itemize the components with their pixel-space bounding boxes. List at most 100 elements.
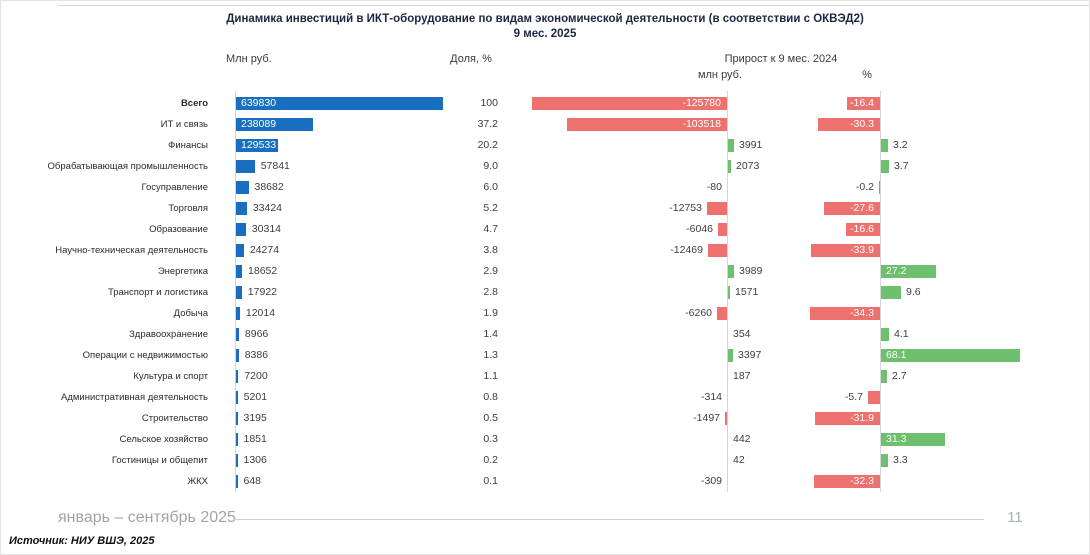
share-value: 0.3 [483, 433, 498, 445]
growth-mln-bar [707, 202, 727, 215]
growth-pct-bar [881, 286, 901, 299]
value-label: 648 [243, 475, 262, 487]
category-label: Обрабатывающая промышленность [47, 161, 208, 172]
category-label: ЖКХ [187, 476, 208, 487]
growth-pct-label: 27.2 [886, 265, 907, 277]
growth-pct-label: 68.1 [886, 349, 907, 361]
value-bar [236, 160, 255, 173]
growth-pct-bar [818, 118, 880, 131]
value-bar [236, 118, 314, 131]
growth-pct-label: 4.1 [894, 328, 909, 340]
share-value: 37.2 [477, 118, 498, 130]
growth-mln-label: 354 [733, 328, 751, 340]
growth-pct-label: -0.2 [855, 181, 874, 193]
value-bar [236, 139, 278, 152]
value-label: 238089 [241, 118, 277, 130]
growth-pct-bar [815, 412, 880, 425]
category-label: Операции с недвижимостью [82, 350, 208, 361]
growth-mln-bar [532, 97, 727, 110]
category-label: Здравоохранение [129, 329, 208, 340]
growth-mln-label: 187 [733, 370, 751, 382]
growth-pct-label: 3.3 [893, 454, 908, 466]
axis-line-growth-mln [727, 91, 728, 492]
value-label: 8386 [244, 349, 269, 361]
value-bar [236, 286, 242, 299]
growth-pct-bar [881, 328, 889, 341]
growth-mln-label: -12469 [670, 244, 703, 256]
column-header-share: Доля, % [450, 53, 492, 65]
growth-pct-bar [814, 475, 880, 488]
value-label: 639830 [241, 97, 277, 109]
value-label: 1851 [243, 433, 267, 445]
category-label: ИТ и связь [160, 119, 208, 130]
share-value: 1.1 [483, 370, 498, 382]
growth-mln-label: -12753 [669, 202, 702, 214]
growth-pct-bar [847, 97, 880, 110]
column-header-growth: Прирост к 9 мес. 2024 [724, 53, 838, 65]
share-value: 2.8 [483, 286, 498, 298]
value-label: 8966 [244, 328, 269, 340]
growth-mln-bar [728, 160, 731, 173]
growth-pct-bar [881, 349, 1020, 362]
page-subtitle: 9 мес. 2025 [513, 28, 577, 40]
growth-mln-bar [567, 118, 727, 131]
share-value: 3.8 [483, 244, 498, 256]
growth-pct-label: -31.9 [850, 412, 874, 424]
value-bar [236, 265, 243, 278]
share-value: 4.7 [483, 223, 498, 235]
growth-pct-bar [810, 307, 880, 320]
growth-mln-bar [717, 307, 727, 320]
growth-pct-label: 3.7 [894, 160, 909, 172]
growth-mln-label: -1497 [693, 412, 720, 424]
value-label: 38682 [254, 181, 284, 193]
growth-pct-label: -34.3 [850, 307, 874, 319]
growth-mln-label: -80 [706, 181, 722, 193]
category-label: Административная деятельность [60, 392, 208, 403]
category-label: Культура и спорт [133, 371, 208, 382]
value-bar [236, 307, 240, 320]
growth-mln-label: 42 [733, 454, 745, 466]
growth-pct-bar [811, 244, 880, 257]
growth-pct-label: 31.3 [886, 433, 907, 445]
value-label: 3195 [243, 412, 267, 424]
growth-mln-bar [718, 223, 727, 236]
growth-pct-label: -16.4 [850, 97, 874, 109]
share-value: 9.0 [483, 160, 498, 172]
value-bar [236, 433, 238, 446]
column-subheader-growth-pct: % [862, 69, 872, 81]
top-divider [58, 5, 1089, 6]
growth-pct-bar [881, 433, 945, 446]
growth-mln-bar [728, 139, 734, 152]
growth-pct-bar [846, 223, 880, 236]
growth-pct-label: -27.6 [850, 202, 874, 214]
growth-pct-label: -32.3 [850, 475, 874, 487]
share-value: 1.3 [483, 349, 498, 361]
growth-mln-bar [708, 244, 727, 257]
growth-mln-label: 2073 [736, 160, 760, 172]
growth-pct-bar [879, 181, 880, 194]
growth-mln-bar [728, 349, 733, 362]
category-label: Энергетика [157, 266, 208, 277]
value-bar [236, 454, 238, 467]
growth-pct-bar [881, 454, 888, 467]
axis-line-growth-pct [880, 91, 881, 492]
value-label: 30314 [251, 223, 281, 235]
category-label: Всего [180, 98, 208, 109]
value-label: 33424 [252, 202, 283, 214]
growth-pct-bar [881, 139, 888, 152]
growth-mln-label: -125780 [682, 97, 721, 109]
value-bar [236, 412, 238, 425]
share-value: 2.9 [483, 265, 498, 277]
category-label: Образование [149, 224, 208, 235]
category-label: Госуправление [141, 182, 209, 193]
category-label: Научно-техническая деятельность [55, 245, 208, 256]
value-bar [236, 223, 246, 236]
growth-pct-label: -30.3 [850, 118, 874, 130]
category-label: Торговля [168, 203, 208, 214]
value-label: 129533 [241, 139, 277, 151]
value-bar [236, 202, 247, 215]
growth-mln-label: -314 [700, 391, 722, 403]
growth-pct-bar [868, 391, 880, 404]
growth-mln-label: -103518 [682, 118, 721, 130]
